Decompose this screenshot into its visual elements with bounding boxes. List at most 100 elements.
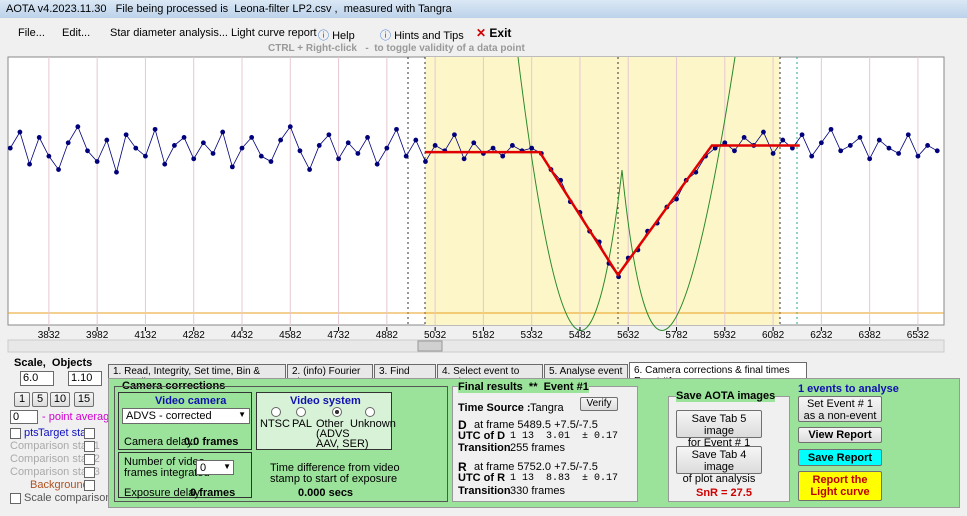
menu-item[interactable]: ⓘ Help — [318, 30, 355, 42]
window-title: AOTA v4.2023.11.30 File being processed … — [6, 3, 452, 15]
label: Comparison star 3 — [10, 466, 100, 478]
data-point — [876, 137, 882, 143]
snr: SnR = 27.5 — [696, 487, 752, 499]
checkbox-label: Target star — [38, 427, 90, 439]
scroll-thumb[interactable] — [417, 340, 443, 352]
data-point — [471, 140, 477, 146]
tab[interactable]: 4. Select event to analyse — [437, 364, 543, 388]
label: Video system — [290, 395, 361, 407]
data-point — [838, 148, 844, 154]
scale-label: Scale, Objects — [14, 357, 93, 369]
dropdown[interactable]: 0 — [10, 410, 38, 424]
value: at frame 5752.0 +7.5/-7.5 — [474, 461, 598, 473]
data-point — [423, 159, 428, 164]
label: Transition — [458, 485, 511, 497]
data-point — [432, 143, 438, 148]
button[interactable]: 5 — [32, 392, 48, 407]
tab[interactable]: 3. Find events — [374, 364, 436, 388]
data-point — [94, 159, 100, 164]
button[interactable]: Save Tab 5 image for Event # 1 — [676, 410, 762, 449]
tab[interactable]: 6. Camera corrections & final times Even… — [629, 362, 807, 387]
radio[interactable] — [271, 407, 281, 417]
button[interactable]: 10 — [50, 392, 70, 407]
save-title: Save AOTA images — [676, 390, 776, 402]
dropdown[interactable]: ADVS - corrected ▼ — [122, 408, 250, 424]
data-point — [336, 156, 341, 162]
menu-item[interactable]: File... — [18, 27, 45, 39]
label: R — [458, 460, 467, 474]
data-point — [934, 148, 940, 154]
menu-label: Exit — [489, 26, 512, 40]
button[interactable]: 1 — [14, 392, 30, 407]
data-point — [297, 148, 303, 154]
data-point — [818, 140, 824, 146]
tab[interactable]: 1. Read, Integrity, Set time, Bin & norm… — [108, 364, 286, 388]
group — [118, 392, 252, 450]
spinner[interactable]: 1.10 — [68, 371, 102, 386]
option: Unknown — [350, 418, 396, 430]
menu-item[interactable]: ✕ Exit — [476, 26, 512, 40]
data-point — [770, 151, 776, 156]
data-point — [712, 145, 718, 151]
data-point — [452, 132, 457, 138]
button-line: Save Tab 4 image — [691, 449, 747, 473]
x-tick-label: 5632 — [617, 330, 640, 341]
button[interactable]: Set Event # 1 as a non-event — [798, 396, 882, 422]
dropdown[interactable]: 0 ▼ — [196, 460, 234, 475]
radio[interactable] — [332, 407, 342, 417]
menu-label: Hints and Tips — [394, 30, 464, 42]
checkbox[interactable] — [84, 467, 95, 478]
menu-item[interactable]: Light curve report — [231, 27, 317, 39]
option: Other — [316, 418, 344, 430]
button[interactable]: 15 — [74, 392, 94, 407]
checkbox[interactable] — [84, 454, 95, 465]
button[interactable]: Save Tab 4 image of plot analysis — [676, 446, 762, 485]
x-tick-label: 5032 — [424, 330, 447, 341]
data-point — [316, 143, 322, 148]
x-tick-label: 4432 — [231, 330, 254, 341]
label: Comparison star 1 — [10, 440, 100, 452]
point-average-label: - point average — [42, 411, 116, 423]
x-tick-label: 5482 — [569, 330, 592, 341]
label: Transition — [458, 442, 511, 454]
data-point — [896, 151, 902, 156]
data-point — [268, 159, 274, 164]
spinner[interactable]: 6.0 — [20, 371, 54, 386]
button[interactable]: Verify — [580, 397, 618, 411]
data-point — [374, 161, 380, 167]
radio[interactable] — [296, 407, 306, 417]
checkbox[interactable]: pts — [10, 427, 39, 439]
data-point — [229, 164, 235, 170]
data-point — [915, 153, 921, 159]
button-line: Light curve — [810, 486, 870, 498]
tab[interactable]: 5. Analyse event #1 — [544, 364, 628, 388]
data-point — [925, 143, 930, 148]
button-line: Set Event # 1 — [806, 398, 874, 410]
checkbox[interactable] — [84, 480, 95, 491]
checkbox[interactable] — [84, 428, 95, 439]
plot[interactable]: 3832 3982 4132 4282 4432 4582 4732 4882 5032 5182… — [0, 0, 967, 356]
value: 1 13 3.01 ± 0.17 — [510, 431, 619, 442]
data-point — [249, 135, 255, 140]
menu-item[interactable]: Edit... — [62, 27, 91, 39]
tab[interactable]: 2. (info) Fourier plot — [287, 364, 373, 388]
x-tick-label: 6532 — [907, 330, 930, 341]
menu-item[interactable]: ⓘ Hints and Tips — [380, 30, 464, 42]
data-point — [905, 132, 911, 138]
radio[interactable] — [365, 407, 375, 417]
scrollbar[interactable] — [7, 339, 945, 353]
checkbox[interactable] — [84, 441, 95, 452]
data-point — [46, 153, 52, 159]
data-point — [461, 156, 467, 162]
data-point — [191, 156, 197, 162]
button[interactable]: Save Report — [798, 449, 882, 466]
data-point — [403, 153, 409, 159]
button[interactable]: Report the Light curve — [798, 471, 882, 501]
checkbox[interactable]: Scale comparisons — [10, 492, 117, 504]
value: 255 frames — [510, 442, 566, 454]
menu-item[interactable]: Star diameter analysis... — [110, 27, 228, 39]
button-line: as a non-event — [803, 410, 877, 422]
dropdown-value: ADVS - corrected — [126, 410, 212, 422]
button[interactable]: View Report — [798, 427, 882, 443]
data-point — [857, 135, 863, 140]
